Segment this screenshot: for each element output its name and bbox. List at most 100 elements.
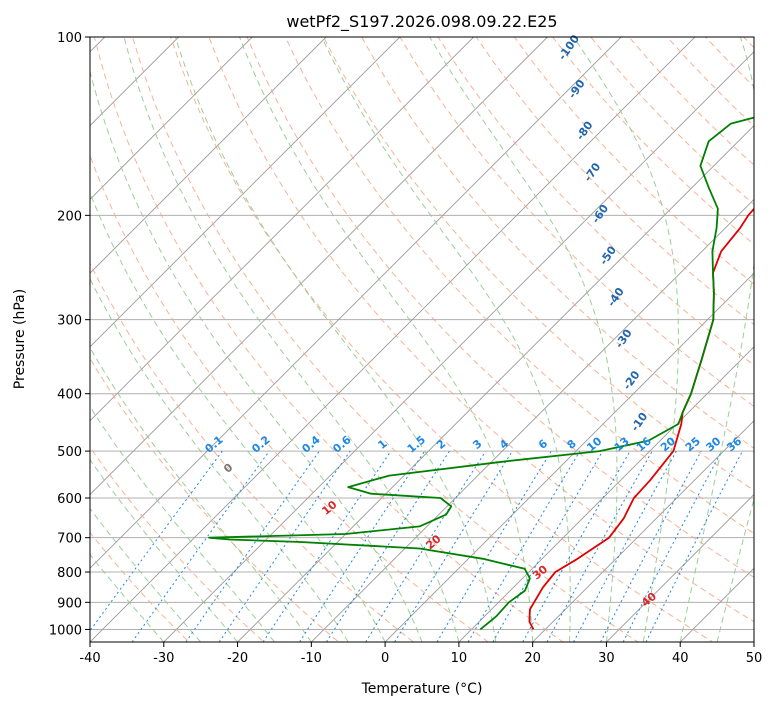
mixing-ratio-line (90, 450, 223, 632)
mixing-ratio-label: 6 (536, 437, 550, 452)
x-tick-label: -20 (227, 651, 248, 666)
x-axis-ticks: -40 -30 -20 -10 0 10 20 30 40 50 (79, 642, 762, 666)
dry-adiabat-line (475, 37, 754, 326)
moist-adiabat-line (90, 191, 386, 642)
mixing-ratio-line (600, 450, 702, 642)
mixing-ratio-label: 0.4 (299, 433, 323, 456)
isotherm-line (163, 51, 754, 642)
dry-adiabat-line (90, 262, 415, 642)
dry-adiabat-line (246, 37, 754, 578)
y-tick-label: 200 (57, 209, 82, 224)
mixing-ratio-label: 1 (376, 437, 390, 452)
x-tick-label: 10 (451, 651, 468, 666)
moist-adiabat-label: -90 (566, 77, 588, 101)
isotherm-line (679, 567, 754, 642)
y-axis-title: Pressure (hPa) (12, 289, 28, 389)
plot-frame (89, 36, 755, 643)
line-labels: 0.1 0.2 0.4 0.6 1 1.5 2 3 4 6 8 10 13 16 20 25 30 36-100-… (202, 32, 744, 609)
temperature-profile-line (528, 207, 754, 630)
y-tick-label: 500 (57, 445, 82, 460)
moist-adiabat-line (429, 37, 618, 642)
dewpoint-profile-line (208, 116, 754, 631)
moist-adiabat-line (90, 346, 312, 642)
mixing-ratio-line (622, 450, 723, 642)
y-tick-label: 1000 (49, 623, 82, 638)
moist-adiabat-label: -70 (581, 160, 603, 184)
mixing-ratio-label: 0.6 (330, 433, 354, 456)
dry-adiabat-label: 0 (221, 461, 235, 476)
mixing-ratio-line (185, 450, 320, 642)
x-tick-label: 20 (524, 651, 541, 666)
chart-title: wetPf2_S197.2026.098.09.22.E25 (286, 12, 557, 32)
moist-adiabat-line (321, 37, 571, 642)
x-tick-label: 50 (746, 651, 763, 666)
moist-adiabat-line (90, 553, 165, 642)
y-tick-label: 600 (57, 492, 82, 507)
y-tick-label: 400 (57, 388, 82, 403)
y-tick-label: 800 (57, 566, 82, 581)
mixing-ratio-label: 3 (470, 437, 484, 452)
isotherm-line (532, 420, 754, 642)
mixing-ratio-label: 0.2 (249, 433, 272, 455)
dry-adiabat-line (90, 154, 490, 642)
mixing-ratio-line (299, 450, 426, 642)
moist-adiabat-line (90, 405, 275, 642)
mixing-ratio-line (492, 450, 604, 642)
y-tick-label: 700 (57, 532, 82, 547)
moist-adiabat-line (90, 69, 423, 642)
dry-adiabat-line (208, 37, 754, 623)
moist-adiabat-label: -10 (628, 410, 650, 434)
x-axis-title: Temperature (°C) (361, 681, 483, 697)
dry-adiabat-line (90, 357, 340, 642)
moist-adiabat-line (239, 37, 534, 642)
isotherm-line (90, 37, 253, 200)
moist-adiabat-line (716, 497, 754, 642)
isotherm-line (310, 198, 754, 642)
moist-adiabat-label: -60 (589, 202, 611, 226)
moist-adiabat-line (90, 277, 349, 642)
mixing-ratio-line (218, 450, 351, 642)
isotherm-line (90, 37, 327, 274)
moist-adiabat-line (90, 507, 202, 642)
mixing-ratio-label: 8 (565, 437, 579, 452)
dry-adiabat-line (170, 37, 714, 642)
isotherm-line (0, 10, 58, 654)
mixing-ratio-label: 2 (434, 437, 448, 452)
mixing-ratio-line (365, 450, 487, 642)
moist-adiabat-line (573, 37, 679, 642)
moist-adiabat-line (679, 37, 754, 642)
dry-adiabat-line (742, 37, 754, 49)
isotherm-line (90, 37, 622, 569)
moist-adiabat-label: -30 (613, 327, 635, 351)
x-tick-label: -10 (301, 651, 322, 666)
dry-adiabat-line (755, 10, 775, 654)
moist-adiabat-label: -20 (621, 368, 643, 392)
mixing-ratio-line (394, 450, 513, 642)
mixing-ratio-line (131, 450, 270, 642)
x-tick-label: -40 (79, 651, 100, 666)
y-tick-label: 300 (57, 314, 82, 329)
isotherm-line (236, 124, 754, 642)
mixing-ratio-line (573, 450, 677, 642)
x-tick-label: 30 (598, 651, 615, 666)
profile-lines (208, 116, 754, 631)
moist-adiabat-line (174, 37, 497, 642)
moist-adiabat-line (90, 458, 238, 642)
x-tick-label: 0 (381, 651, 389, 666)
isotherm-line (753, 641, 754, 642)
isotherm-line (90, 37, 180, 127)
mixing-ratio-line (436, 450, 552, 642)
mixing-ratio-line (645, 450, 743, 642)
isotherm-line (90, 37, 549, 496)
background-lines (0, 10, 775, 654)
dry-adiabat-line (322, 37, 754, 492)
mixing-ratio-label: 1.5 (405, 433, 428, 455)
dry-adiabat-line (90, 531, 190, 642)
x-tick-label: 40 (672, 651, 689, 666)
dry-adiabat-line (513, 37, 754, 285)
isotherm-line (90, 37, 475, 422)
isotherm-line (605, 493, 754, 642)
dry-adiabat-line (131, 37, 639, 642)
y-axis-ticks: 1000 900 800 700 600 500 400 300 200 100 (49, 31, 90, 638)
